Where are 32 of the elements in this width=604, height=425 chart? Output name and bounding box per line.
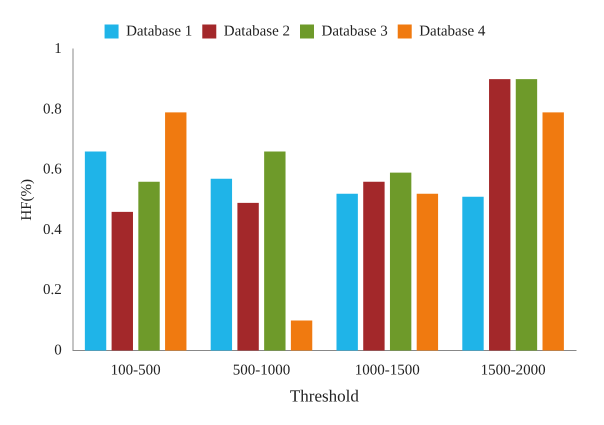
bar <box>462 196 484 351</box>
bar <box>542 112 564 351</box>
bar <box>138 182 160 351</box>
bar <box>210 178 232 351</box>
y-tick-label: 0.8 <box>43 101 62 118</box>
x-axis-title: Threshold <box>290 386 360 406</box>
legend-label: Database 4 <box>419 23 486 40</box>
bar <box>363 182 385 351</box>
legend-label: Database 2 <box>224 23 290 40</box>
bar <box>84 152 106 351</box>
x-tick-label: 500-1000 <box>232 362 290 379</box>
bar <box>290 320 312 351</box>
bar <box>336 194 358 351</box>
x-tick-label: 100-500 <box>110 362 161 379</box>
y-tick-label: 0 <box>54 342 62 359</box>
bar <box>112 212 133 351</box>
y-tick-label: 1 <box>54 40 62 57</box>
legend-label: Database 1 <box>126 23 192 40</box>
bar <box>165 112 186 351</box>
y-tick-label: 0.4 <box>43 222 62 238</box>
bar <box>264 152 286 351</box>
bar <box>489 79 510 351</box>
y-tick-label: 0.2 <box>43 282 62 298</box>
bar <box>390 172 412 351</box>
bar <box>516 79 538 351</box>
y-tick-label: 0.6 <box>43 162 62 178</box>
x-tick-label: 1500-2000 <box>480 362 546 379</box>
legend-label: Database 3 <box>322 23 388 40</box>
y-axis-title: HF(%) <box>18 178 35 221</box>
bar <box>416 194 438 351</box>
bar <box>237 202 259 351</box>
x-tick-label: 1000-1500 <box>354 362 420 379</box>
